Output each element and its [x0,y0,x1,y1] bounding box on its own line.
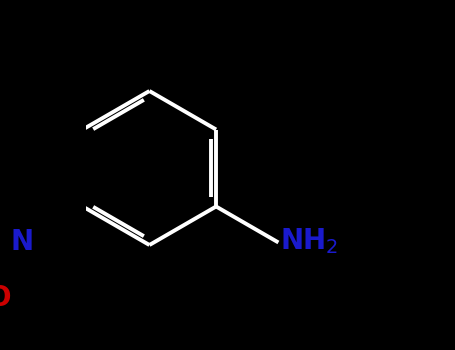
Text: O: O [0,285,11,313]
Text: NH$_2$: NH$_2$ [280,226,339,257]
Text: N: N [10,228,34,256]
